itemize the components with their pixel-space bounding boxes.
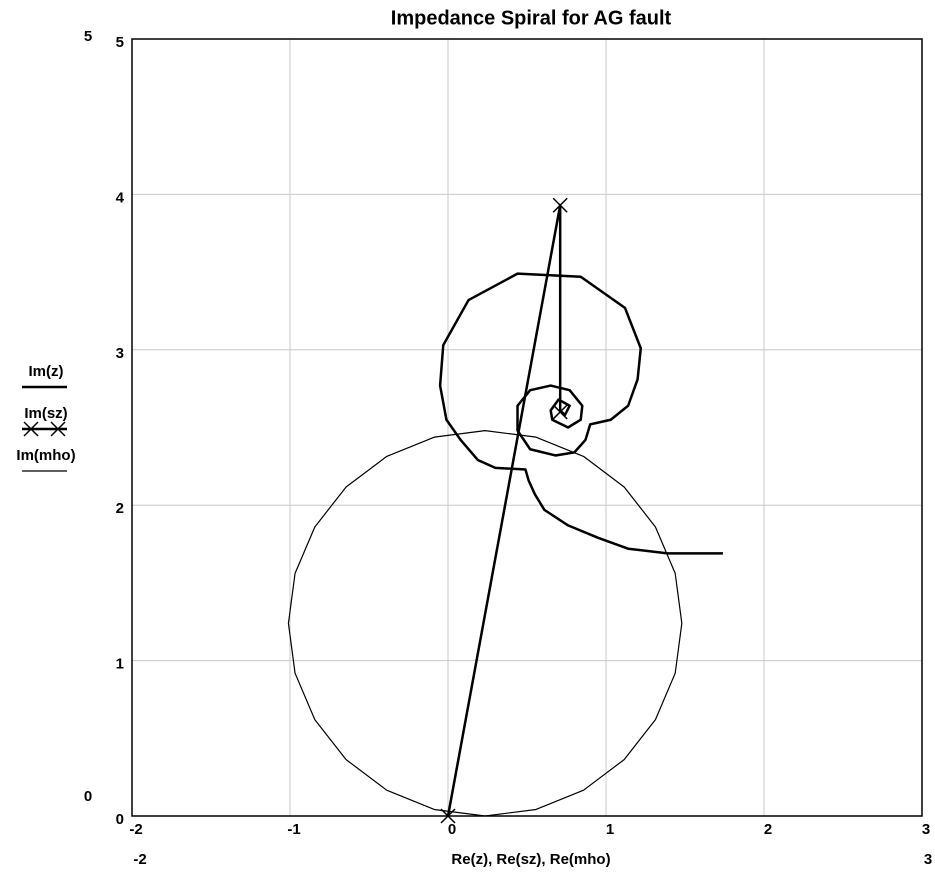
chart-title: Impedance Spiral for AG fault bbox=[391, 7, 672, 29]
marker-stroke bbox=[23, 421, 39, 437]
marker bbox=[552, 404, 568, 420]
y-tick-label: 4 bbox=[116, 189, 125, 206]
y-range-min: 0 bbox=[84, 788, 92, 805]
x-tick-label: 1 bbox=[606, 821, 614, 838]
y-tick-label: 1 bbox=[116, 656, 124, 673]
legend-label: Im(mho) bbox=[16, 447, 75, 464]
x-tick-label: -2 bbox=[129, 821, 142, 838]
series-line bbox=[438, 272, 723, 555]
marker bbox=[50, 421, 66, 437]
y-tick-label: 3 bbox=[116, 345, 124, 362]
x-tick-label: 2 bbox=[764, 821, 772, 838]
legend-label: Im(z) bbox=[29, 363, 64, 380]
y-range-max: 5 bbox=[84, 28, 92, 45]
legend-label: Im(sz) bbox=[24, 405, 67, 422]
plot-frame bbox=[131, 38, 923, 817]
marker bbox=[23, 421, 39, 437]
y-tick-label: 0 bbox=[116, 811, 124, 828]
y-tick-label: 2 bbox=[116, 500, 124, 517]
x-axis-label: Re(z), Re(sz), Re(mho) bbox=[451, 851, 610, 868]
marker-stroke bbox=[552, 197, 568, 213]
x-tick-label: -1 bbox=[287, 821, 300, 838]
marker-stroke bbox=[50, 421, 66, 437]
x-tick-label: 3 bbox=[922, 821, 930, 838]
x-range-max: 3 bbox=[924, 851, 932, 868]
marker-stroke bbox=[552, 404, 568, 420]
x-range-min: -2 bbox=[133, 851, 146, 868]
series-line bbox=[287, 430, 683, 817]
marker bbox=[552, 197, 568, 213]
x-tick-label: 0 bbox=[448, 821, 456, 838]
series-line bbox=[446, 204, 562, 817]
y-tick-label: 5 bbox=[116, 34, 124, 51]
